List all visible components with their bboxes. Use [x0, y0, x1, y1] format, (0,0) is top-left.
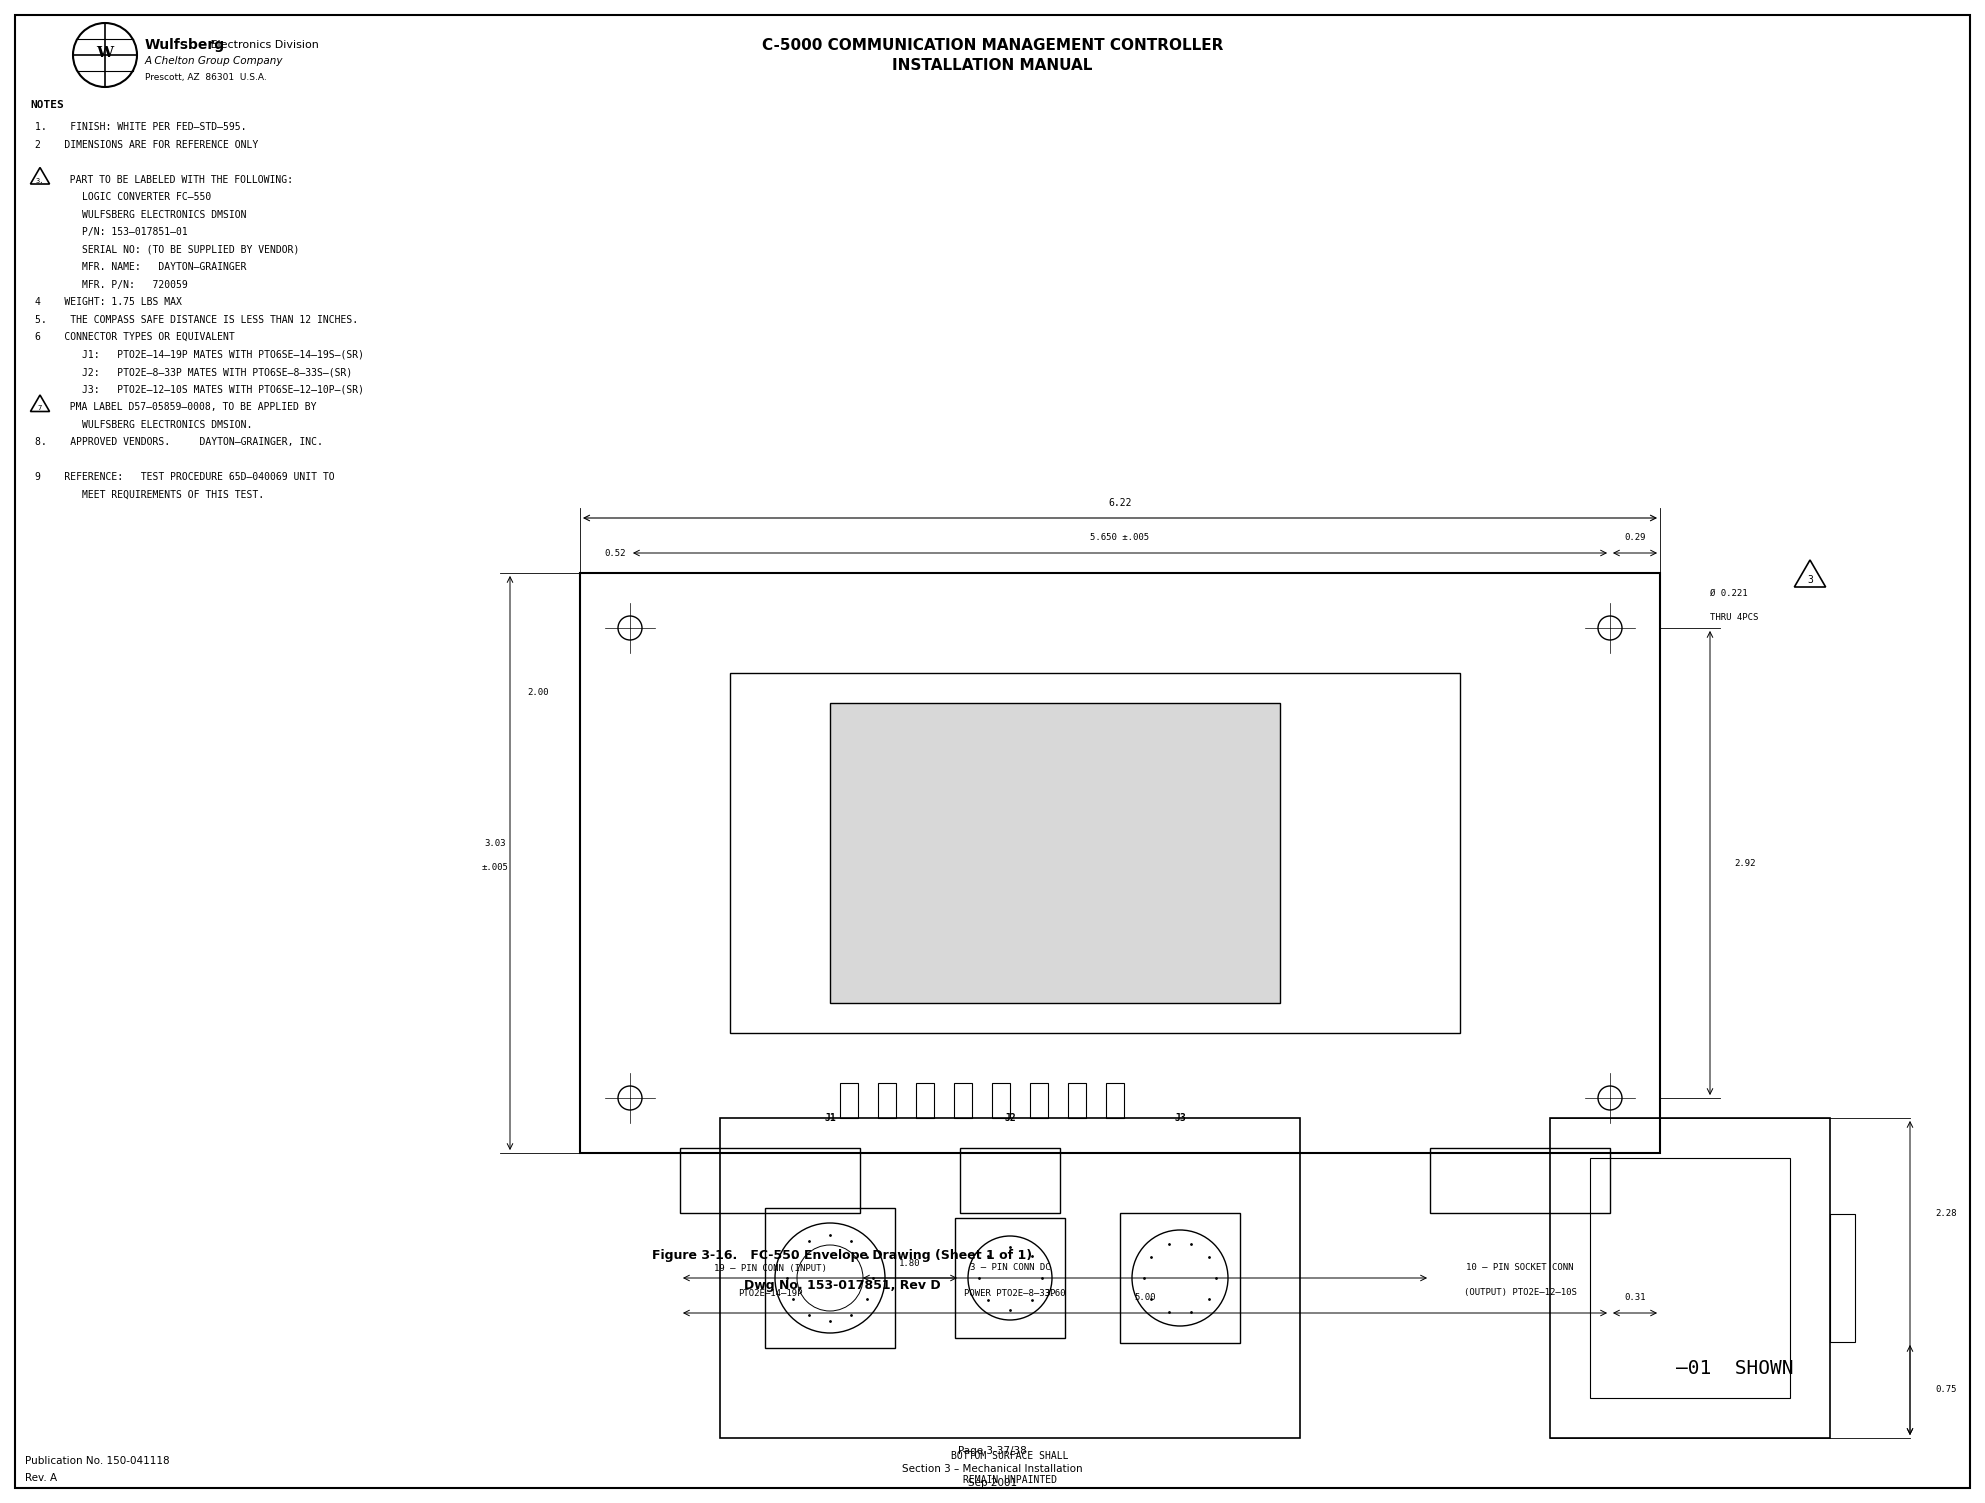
Bar — [1030, 1084, 1048, 1118]
Text: J3:   PTO2E–12–10S MATES WITH PTO6SE–12–10P–(SR): J3: PTO2E–12–10S MATES WITH PTO6SE–12–10… — [36, 385, 363, 394]
Text: 4    WEIGHT: 1.75 LBS MAX: 4 WEIGHT: 1.75 LBS MAX — [36, 298, 183, 307]
Text: C-5000 COMMUNICATION MANAGEMENT CONTROLLER: C-5000 COMMUNICATION MANAGEMENT CONTROLL… — [762, 38, 1223, 53]
Text: POWER PTO2E–8–33P: POWER PTO2E–8–33P — [965, 1288, 1056, 1297]
Bar — [915, 1084, 935, 1118]
Circle shape — [617, 1087, 641, 1111]
Text: Electronics Division: Electronics Division — [206, 41, 320, 50]
Text: 9    REFERENCE:   TEST PROCEDURE 65D–040069 UNIT TO: 9 REFERENCE: TEST PROCEDURE 65D–040069 U… — [36, 472, 335, 482]
Text: 3.60: 3.60 — [1044, 1288, 1066, 1297]
Circle shape — [617, 616, 641, 640]
Text: 6    CONNECTOR TYPES OR EQUIVALENT: 6 CONNECTOR TYPES OR EQUIVALENT — [36, 332, 234, 343]
Bar — [730, 673, 1461, 1033]
Bar — [721, 1118, 1300, 1438]
Text: Ø 0.221: Ø 0.221 — [1709, 589, 1747, 598]
Text: Wulfsberg: Wulfsberg — [145, 38, 224, 53]
Text: SERIAL NO: (TO BE SUPPLIED BY VENDOR): SERIAL NO: (TO BE SUPPLIED BY VENDOR) — [36, 245, 300, 254]
Text: 3 – PIN CONN DC: 3 – PIN CONN DC — [971, 1264, 1050, 1273]
Bar — [1590, 1157, 1790, 1398]
Text: ±.005: ±.005 — [482, 864, 508, 873]
Text: 3.: 3. — [36, 177, 44, 183]
Text: PMA LABEL D57–05859–0008, TO BE APPLIED BY: PMA LABEL D57–05859–0008, TO BE APPLIED … — [58, 401, 316, 412]
Bar — [840, 1084, 858, 1118]
Text: P/N: 153–017851–01: P/N: 153–017851–01 — [36, 227, 189, 237]
Bar — [877, 1084, 895, 1118]
Text: MFR. P/N:   720059: MFR. P/N: 720059 — [36, 280, 189, 290]
Text: 3: 3 — [1806, 576, 1812, 585]
Text: 5.650 ±.005: 5.650 ±.005 — [1090, 534, 1149, 543]
Bar — [1429, 1148, 1610, 1213]
Text: –01  SHOWN: –01 SHOWN — [1675, 1359, 1794, 1378]
Bar — [1120, 1213, 1241, 1344]
Text: W: W — [97, 47, 113, 60]
Text: J1:   PTO2E–14–19P MATES WITH PTO6SE–14–19S–(SR): J1: PTO2E–14–19P MATES WITH PTO6SE–14–19… — [36, 350, 363, 359]
Text: 2.92: 2.92 — [1735, 858, 1757, 867]
Text: 2    DIMENSIONS ARE FOR REFERENCE ONLY: 2 DIMENSIONS ARE FOR REFERENCE ONLY — [36, 140, 258, 149]
Text: Rev. A: Rev. A — [26, 1473, 58, 1483]
Text: REMAIN UNPAINTED: REMAIN UNPAINTED — [963, 1474, 1056, 1485]
Bar — [681, 1148, 860, 1213]
Bar — [955, 1084, 973, 1118]
Text: Section 3 – Mechanical Installation: Section 3 – Mechanical Installation — [903, 1464, 1082, 1474]
Text: Figure 3-16.   FC-550 Envelope Drawing (Sheet 1 of 1): Figure 3-16. FC-550 Envelope Drawing (Sh… — [653, 1249, 1032, 1261]
Text: 10 – PIN SOCKET CONN: 10 – PIN SOCKET CONN — [1467, 1264, 1574, 1273]
Text: 0.29: 0.29 — [1624, 534, 1646, 543]
Text: (OUTPUT) PTO2E–12–10S: (OUTPUT) PTO2E–12–10S — [1463, 1288, 1576, 1297]
Text: 5.00: 5.00 — [1133, 1294, 1155, 1303]
Text: 5.    THE COMPASS SAFE DISTANCE IS LESS THAN 12 INCHES.: 5. THE COMPASS SAFE DISTANCE IS LESS THA… — [36, 314, 357, 325]
Text: MEET REQUIREMENTS OF THIS TEST.: MEET REQUIREMENTS OF THIS TEST. — [36, 490, 264, 499]
Text: A Chelton Group Company: A Chelton Group Company — [145, 56, 284, 66]
Circle shape — [1598, 616, 1622, 640]
Bar — [1830, 1214, 1856, 1342]
Text: J2: J2 — [1004, 1114, 1016, 1123]
Bar — [992, 1084, 1010, 1118]
Text: 2.00: 2.00 — [528, 688, 548, 697]
Text: PTO2E–14–19P: PTO2E–14–19P — [738, 1288, 802, 1297]
Text: 8.    APPROVED VENDORS.     DAYTON–GRAINGER, INC.: 8. APPROVED VENDORS. DAYTON–GRAINGER, IN… — [36, 437, 324, 446]
Circle shape — [1598, 1087, 1622, 1111]
Text: 3.03: 3.03 — [484, 839, 506, 848]
Text: Sep 2001: Sep 2001 — [969, 1477, 1016, 1488]
Text: Prescott, AZ  86301  U.S.A.: Prescott, AZ 86301 U.S.A. — [145, 72, 266, 81]
Text: MFR. NAME:   DAYTON–GRAINGER: MFR. NAME: DAYTON–GRAINGER — [36, 262, 246, 272]
Text: 1.    FINISH: WHITE PER FED–STD–595.: 1. FINISH: WHITE PER FED–STD–595. — [36, 122, 246, 132]
Bar — [1106, 1084, 1124, 1118]
Text: 0.52: 0.52 — [603, 549, 625, 558]
Text: WULFSBERG ELECTRONICS DMSION.: WULFSBERG ELECTRONICS DMSION. — [36, 419, 252, 430]
Text: J3: J3 — [1173, 1114, 1185, 1123]
Text: PART TO BE LABELED WITH THE FOLLOWING:: PART TO BE LABELED WITH THE FOLLOWING: — [58, 174, 294, 185]
Text: 19 – PIN CONN (INPUT): 19 – PIN CONN (INPUT) — [713, 1264, 826, 1273]
Text: 7: 7 — [38, 404, 42, 410]
Text: Dwg No. 153-017851, Rev D: Dwg No. 153-017851, Rev D — [744, 1279, 941, 1291]
Text: BOTTOM SURFACE SHALL: BOTTOM SURFACE SHALL — [951, 1450, 1068, 1461]
Bar — [830, 703, 1280, 1003]
Bar — [1550, 1118, 1830, 1438]
Bar — [1068, 1084, 1086, 1118]
Bar — [764, 1208, 895, 1348]
Bar — [955, 1217, 1066, 1338]
Text: 6.22: 6.22 — [1108, 497, 1131, 508]
Text: NOTES: NOTES — [30, 101, 64, 110]
Text: J1: J1 — [824, 1114, 836, 1123]
Text: Publication No. 150-041118: Publication No. 150-041118 — [26, 1456, 169, 1465]
Bar — [580, 573, 1659, 1153]
Text: 1.80: 1.80 — [899, 1258, 921, 1267]
Text: Page 3-37/38: Page 3-37/38 — [959, 1446, 1026, 1456]
Text: 0.75: 0.75 — [1935, 1386, 1957, 1395]
Text: WULFSBERG ELECTRONICS DMSION: WULFSBERG ELECTRONICS DMSION — [36, 209, 246, 219]
Text: LOGIC CONVERTER FC–550: LOGIC CONVERTER FC–550 — [36, 192, 210, 201]
Text: INSTALLATION MANUAL: INSTALLATION MANUAL — [893, 57, 1092, 72]
Text: THRU 4PCS: THRU 4PCS — [1709, 613, 1759, 622]
Text: 0.31: 0.31 — [1624, 1294, 1646, 1303]
Text: 2.28: 2.28 — [1935, 1210, 1957, 1219]
Bar — [961, 1148, 1060, 1213]
Text: J2:   PTO2E–8–33P MATES WITH PTO6SE–8–33S–(SR): J2: PTO2E–8–33P MATES WITH PTO6SE–8–33S–… — [36, 367, 351, 377]
